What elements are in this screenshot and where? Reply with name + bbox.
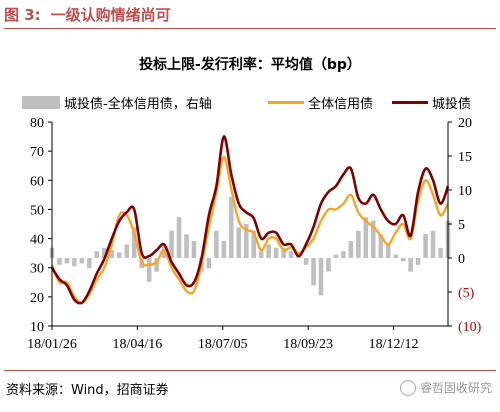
- bar: [430, 230, 436, 258]
- bar: [281, 247, 286, 258]
- bar: [169, 230, 174, 258]
- bar: [221, 241, 227, 258]
- x-tick-label: 18/12/12: [369, 337, 419, 352]
- legend-label-city-invest: 城投债: [432, 96, 472, 112]
- bar: [311, 258, 316, 286]
- bar: [191, 241, 197, 258]
- left-tick-label: 20: [30, 291, 44, 306]
- left-tick-label: 30: [30, 262, 44, 277]
- bar: [236, 227, 242, 258]
- bar: [109, 249, 115, 258]
- bar: [64, 258, 70, 264]
- bar: [266, 244, 271, 258]
- bar: [423, 234, 428, 258]
- x-tick-label: 18/09/23: [283, 337, 333, 352]
- bar: [326, 258, 331, 272]
- source-note: 资料来源：Wind，招商证券: [6, 383, 169, 398]
- left-tick-label: 70: [30, 145, 44, 160]
- line-series-group: [50, 135, 450, 305]
- axes: 10 20 30 40 50 60 70 80 (10) (5) 0 5 10 15 20 18/01/26 1…: [27, 116, 482, 352]
- right-tick-label: 0: [458, 252, 465, 267]
- bar: [214, 230, 219, 258]
- chart-legend: 城投债-全体信用债，右轴 全体信用债 城投债: [22, 92, 500, 112]
- bar: [415, 258, 421, 265]
- right-tick-label: 5: [458, 218, 465, 233]
- figure-title: 图 3: 一级认购情绪尚可: [4, 4, 496, 29]
- bar: [72, 258, 77, 267]
- bar: [116, 252, 122, 258]
- legend-item-all-credit: 全体信用债: [268, 92, 373, 112]
- legend-label-all-credit: 全体信用债: [308, 96, 374, 112]
- bar: [393, 254, 398, 258]
- right-tick-label: (10): [458, 320, 482, 335]
- bar: [333, 254, 339, 258]
- line-city-invest: [50, 135, 450, 305]
- bar: [184, 234, 189, 258]
- bar: [146, 258, 152, 282]
- bar: [79, 258, 85, 264]
- bar: [318, 258, 324, 296]
- bar: [356, 230, 361, 258]
- left-tick-label: 10: [30, 320, 44, 335]
- bar: [251, 230, 257, 258]
- left-tick-label: 60: [30, 174, 44, 189]
- legend-swatch-city-invest: [392, 100, 428, 104]
- bar: [206, 258, 212, 269]
- legend-item-city-invest: 城投债: [392, 92, 471, 112]
- left-tick-label: 40: [30, 233, 44, 248]
- bar: [94, 251, 100, 258]
- bar: [341, 251, 346, 258]
- chart-plot: 10 20 30 40 50 60 70 80 (10) (5) 0 5 10 15 20 18/01/26 1…: [27, 116, 482, 352]
- bar: [124, 244, 129, 258]
- bar: [57, 258, 62, 265]
- wechat-icon: [399, 379, 416, 396]
- watermark-text: 睿哲固收研究: [419, 381, 492, 395]
- legend-swatch-all-credit: [268, 100, 304, 104]
- line-all-credit: [50, 155, 450, 304]
- bar: [408, 258, 413, 272]
- bar: [273, 247, 279, 258]
- bar: [243, 224, 249, 258]
- bar: [371, 220, 376, 258]
- right-tick-label: 20: [458, 116, 472, 131]
- legend-label-spread: 城投债-全体信用债，右轴: [64, 96, 212, 112]
- watermark: 睿哲固收研究: [399, 379, 492, 396]
- bar: [288, 251, 294, 258]
- legend-swatch-bars: [22, 95, 60, 109]
- bar: [400, 258, 406, 262]
- bar: [154, 258, 159, 272]
- bar: [363, 217, 369, 258]
- bar: [258, 251, 264, 258]
- chart-title: 投标上限-发行利率：平均值（bp）: [139, 57, 361, 73]
- figure-title-text: 一级认购情绪尚可: [50, 6, 171, 24]
- x-tick-label: 18/07/05: [198, 337, 248, 352]
- x-tick-label: 18/01/26: [27, 337, 77, 352]
- left-tick-label: 80: [30, 116, 44, 131]
- x-tick-label: 18/04/16: [113, 337, 163, 352]
- right-tick-label: 15: [458, 150, 472, 165]
- bar: [87, 258, 92, 269]
- bar: [303, 258, 309, 265]
- bar: [131, 227, 137, 258]
- figure-number: 图 3:: [4, 6, 41, 24]
- bar: [385, 244, 391, 258]
- right-tick-label: 10: [458, 184, 472, 199]
- legend-item-spread: 城投债-全体信用债，右轴: [22, 92, 212, 112]
- bar: [348, 241, 354, 258]
- bar: [176, 217, 182, 258]
- bar: [102, 247, 107, 258]
- left-tick-label: 50: [30, 203, 44, 218]
- right-tick-label: (5): [458, 286, 475, 301]
- footer: 资料来源：Wind，招商证券 睿哲固收研究: [4, 370, 496, 405]
- bar: [378, 234, 384, 258]
- bar: [229, 196, 234, 258]
- bar: [438, 247, 443, 258]
